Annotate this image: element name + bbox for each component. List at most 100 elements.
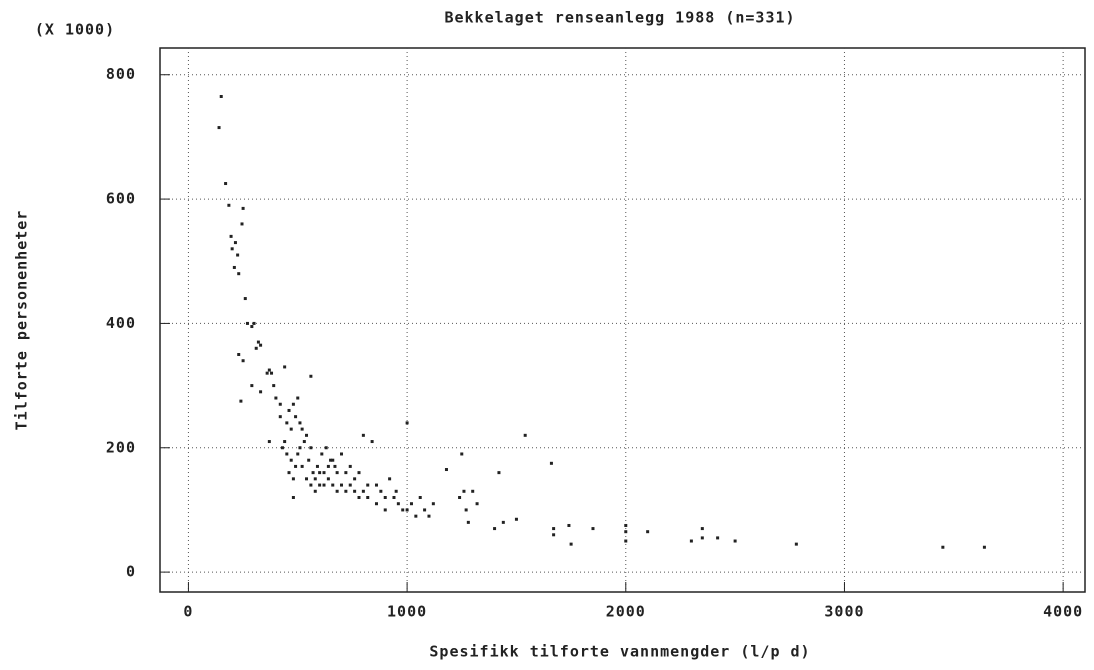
point (307, 458, 311, 462)
point (229, 234, 233, 238)
point (353, 489, 357, 493)
point (567, 523, 571, 527)
point (458, 495, 462, 499)
point (514, 517, 518, 521)
point (329, 458, 333, 462)
point (320, 452, 324, 456)
point (591, 527, 595, 531)
point (300, 464, 304, 468)
point (405, 508, 409, 512)
point (374, 483, 378, 487)
point (305, 433, 309, 437)
point (274, 396, 278, 400)
point (318, 471, 322, 475)
point (460, 452, 464, 456)
plot-frame (159, 47, 1086, 593)
point (340, 452, 344, 456)
point (219, 94, 223, 98)
point (348, 464, 352, 468)
point (353, 477, 357, 481)
point (237, 353, 241, 357)
point (982, 545, 986, 549)
point (289, 458, 293, 462)
point (379, 489, 383, 493)
point (240, 222, 244, 226)
point (646, 530, 650, 534)
point (361, 433, 365, 437)
x-tick-label: 3000 (824, 603, 864, 621)
point (250, 384, 254, 388)
point (466, 520, 470, 524)
point (733, 539, 737, 543)
point (259, 390, 263, 394)
point (305, 477, 309, 481)
point (309, 446, 313, 450)
point (394, 489, 398, 493)
point (278, 415, 282, 419)
x-tick-label: 4000 (1043, 603, 1083, 621)
point (427, 514, 431, 518)
point (287, 408, 291, 412)
point (280, 446, 284, 450)
point (348, 483, 352, 487)
point (716, 536, 720, 540)
point (462, 489, 466, 493)
point (383, 495, 387, 499)
point (230, 247, 234, 251)
point (289, 427, 293, 431)
point (335, 471, 339, 475)
point (552, 527, 556, 531)
point (309, 374, 313, 378)
point (344, 471, 348, 475)
point (241, 206, 245, 210)
point (233, 241, 237, 245)
point (294, 415, 298, 419)
point (552, 533, 556, 537)
point (409, 502, 413, 506)
point (941, 545, 945, 549)
point (287, 471, 291, 475)
point (283, 440, 287, 444)
y-tick-label: 400 (106, 314, 136, 332)
point (296, 452, 300, 456)
y-tick-label: 800 (106, 65, 136, 83)
x-axis-label: Spesifikk tilforte vannmengder (l/p d) (429, 643, 810, 661)
point (344, 489, 348, 493)
y-axis-label: Tilforte personenheter (13, 210, 31, 431)
point (243, 297, 247, 301)
point (624, 530, 628, 534)
point (569, 542, 573, 546)
point (366, 495, 370, 499)
point (464, 508, 468, 512)
point (326, 477, 330, 481)
point (405, 421, 409, 425)
point (250, 325, 254, 329)
point (333, 464, 337, 468)
point (383, 508, 387, 512)
point (267, 440, 271, 444)
y-tick-label: 200 (106, 438, 136, 456)
point (313, 477, 317, 481)
point (309, 483, 313, 487)
point (794, 542, 798, 546)
point (283, 365, 287, 369)
point (259, 343, 263, 347)
point (322, 471, 326, 475)
point (254, 346, 258, 350)
point (237, 272, 241, 276)
point (689, 539, 693, 543)
point (357, 495, 361, 499)
point (444, 468, 448, 472)
point (291, 477, 295, 481)
point (366, 483, 370, 487)
chart-title: Bekkelaget renseanlegg 1988 (n=331) (444, 9, 795, 27)
point (549, 461, 553, 465)
point (232, 265, 236, 269)
point (392, 495, 396, 499)
point (217, 126, 221, 130)
point (497, 471, 501, 475)
point (414, 514, 418, 518)
point (401, 508, 405, 512)
point (315, 464, 319, 468)
point (298, 446, 302, 450)
